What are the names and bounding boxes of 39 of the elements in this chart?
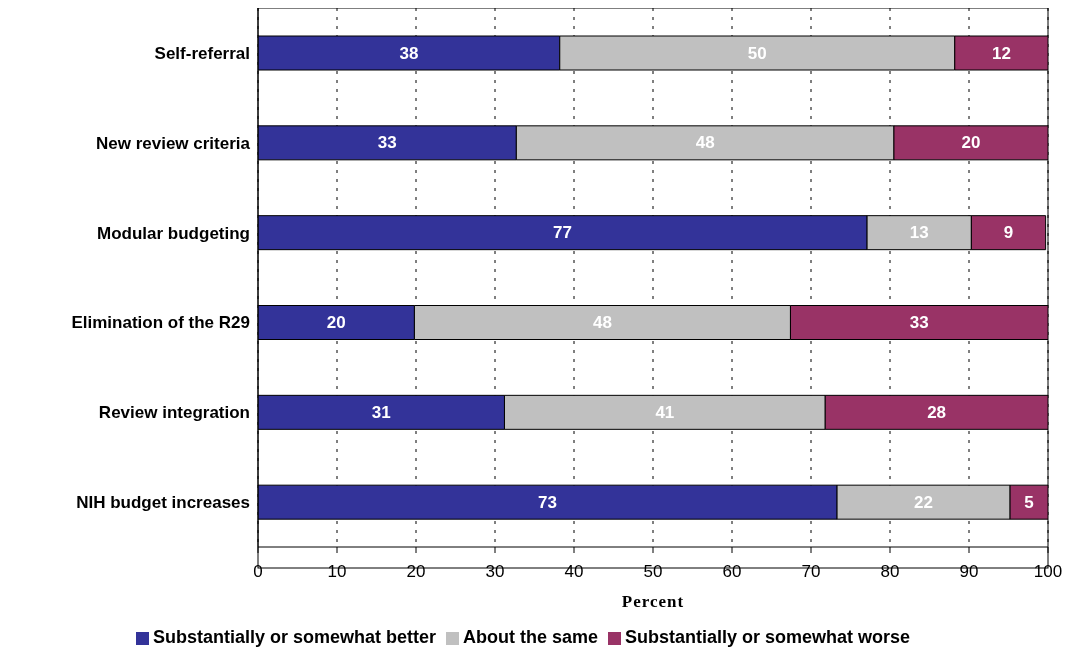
data-label: 48 [592, 313, 612, 332]
legend-label: About the same [462, 627, 598, 647]
x-axis-title: Percent [621, 592, 685, 611]
data-label: 5 [1024, 492, 1034, 512]
x-tick-label: 10 [327, 562, 347, 582]
y-tick-label: NIH budget increases [76, 493, 250, 513]
x-tick-label: 30 [485, 562, 505, 582]
x-tick-label: 20 [406, 562, 426, 582]
data-label: 33 [909, 313, 929, 332]
y-tick-label: Elimination of the R29 [71, 313, 250, 333]
legend-label: Substantially or somewhat better [152, 627, 436, 647]
data-label: 33 [377, 133, 397, 153]
x-tick-label: 0 [253, 562, 263, 582]
data-label: 22 [914, 492, 934, 512]
x-tick-label: 40 [564, 562, 584, 582]
x-tick-label: 90 [959, 562, 979, 582]
data-label: 77 [553, 223, 573, 243]
data-label: 48 [695, 133, 715, 153]
data-label: 73 [538, 492, 557, 512]
data-label: 28 [927, 402, 947, 422]
data-label: 13 [909, 223, 929, 243]
data-label: 31 [371, 402, 391, 422]
x-tick-label: 60 [722, 562, 742, 582]
data-label: 12 [991, 43, 1011, 63]
data-label: 20 [961, 133, 981, 153]
x-tick-label: 100 [1033, 562, 1063, 582]
x-tick-label: 50 [643, 562, 663, 582]
y-tick-label: Modular budgeting [97, 223, 250, 243]
data-label: 38 [399, 43, 419, 63]
x-tick-label: 70 [801, 562, 821, 582]
y-tick-label: New review criteria [95, 133, 251, 153]
data-label: 20 [326, 313, 346, 332]
data-label: 9 [1003, 223, 1014, 243]
legend-label: Substantially or somewhat worse [625, 627, 911, 647]
data-label: 50 [747, 43, 767, 63]
y-tick-label: Review integration [98, 403, 250, 423]
x-tick-label: 80 [880, 562, 900, 582]
data-label: 41 [655, 402, 675, 422]
y-tick-label: Self-referral [154, 43, 250, 63]
